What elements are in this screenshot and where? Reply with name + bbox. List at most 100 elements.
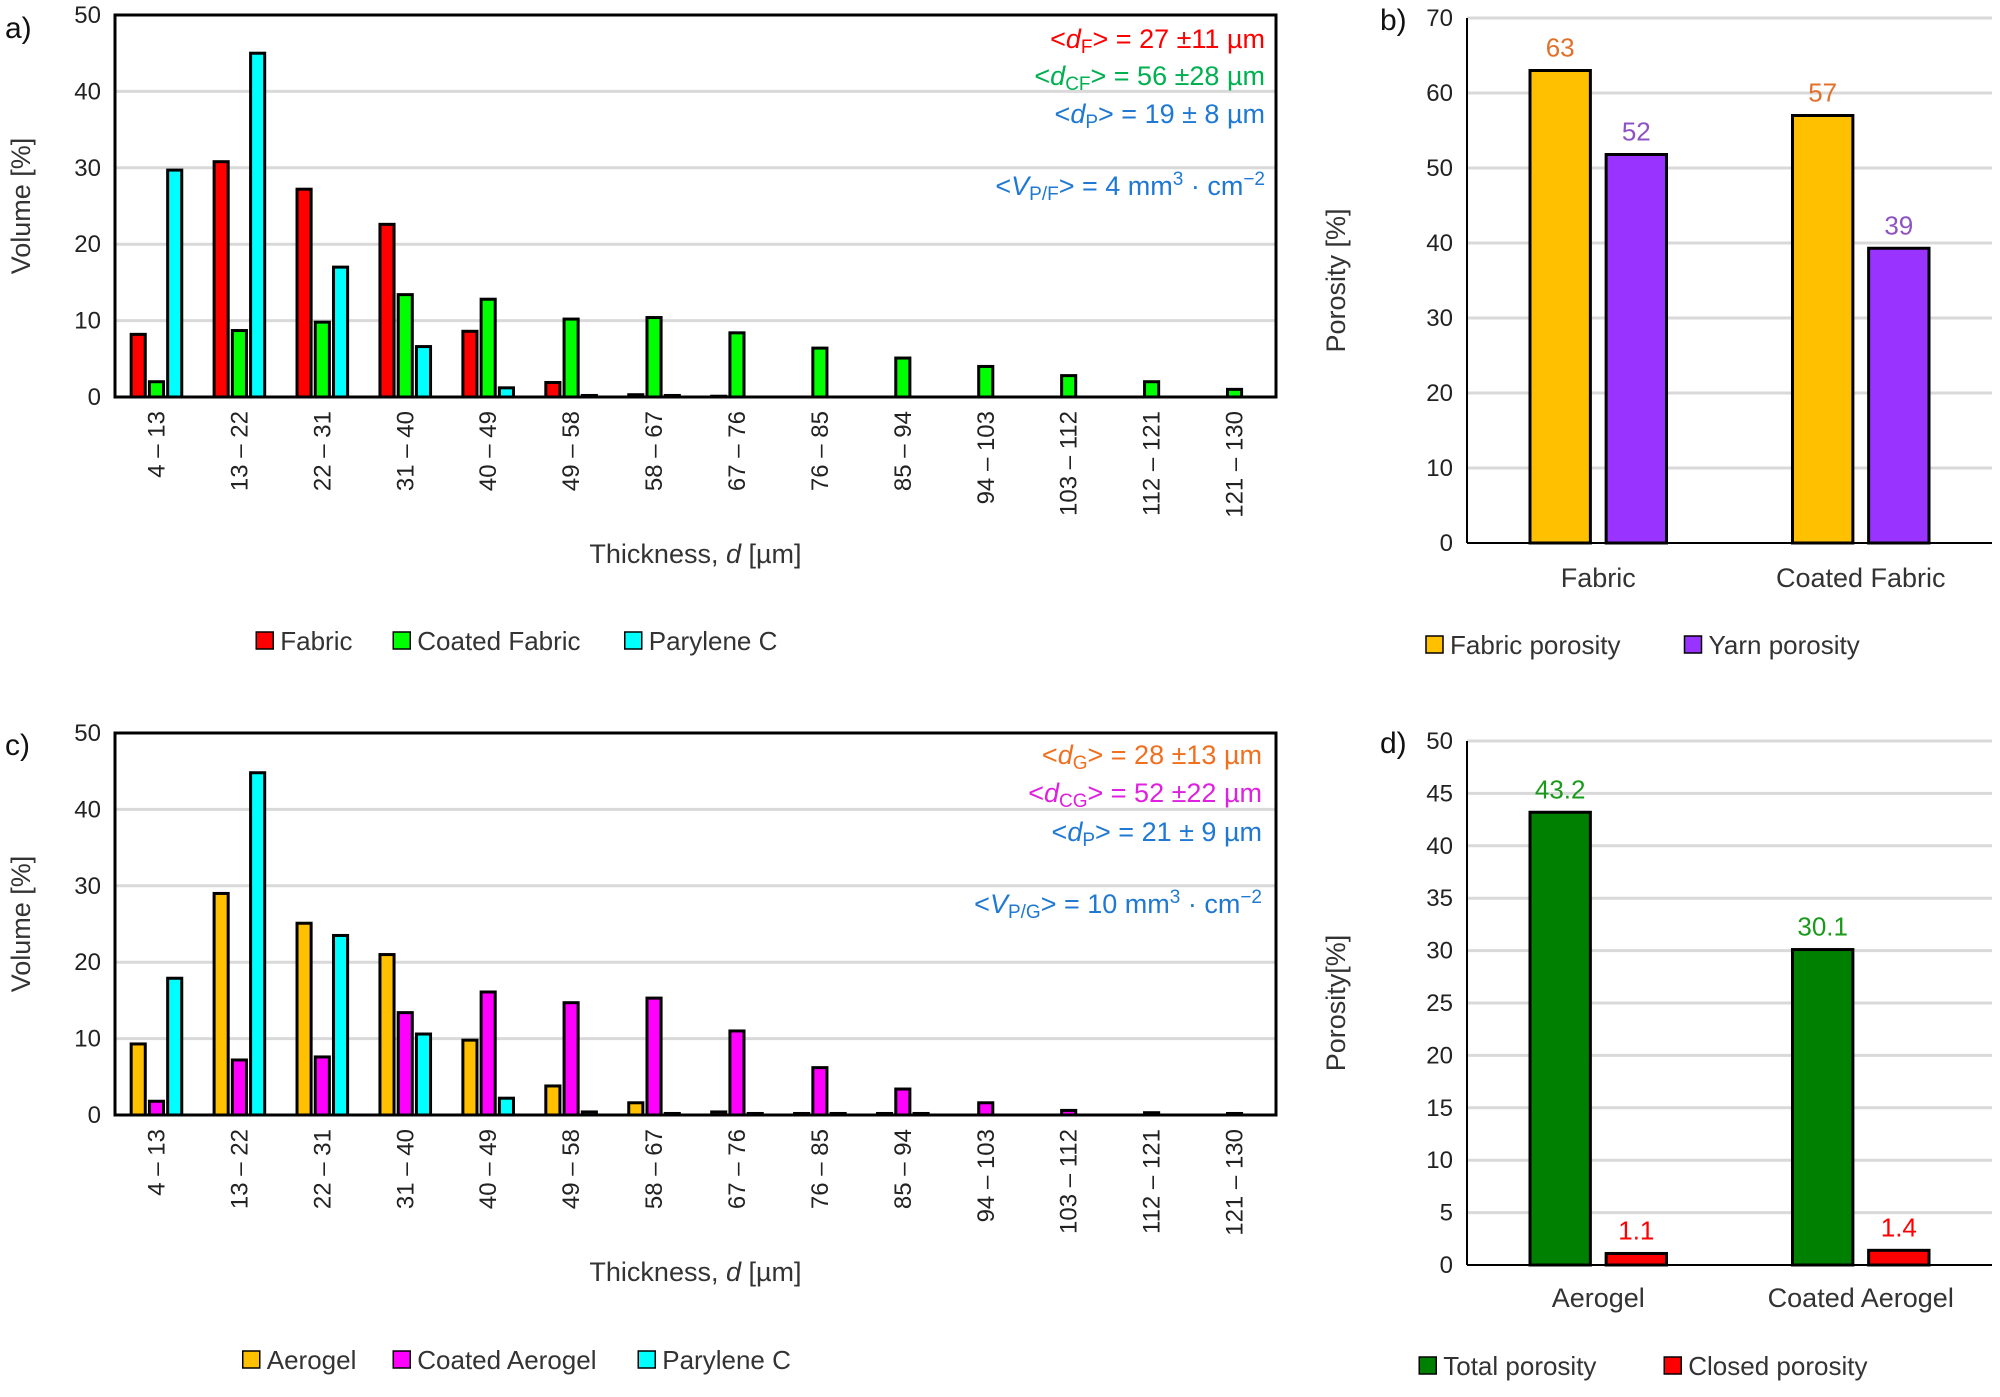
y-tick-label: 30 xyxy=(1426,938,1453,965)
panel-label: c) xyxy=(5,729,30,762)
bar-aerogel xyxy=(129,1042,147,1117)
legend-swatch xyxy=(392,1350,411,1369)
y-tick-label: 0 xyxy=(1440,530,1453,557)
text-part: > = 21 ± 9 µm xyxy=(1095,817,1262,847)
text-part: Thickness, xyxy=(589,1257,726,1287)
panel-label: d) xyxy=(1380,727,1407,760)
x-tick-label: 22 – 31 xyxy=(309,411,336,491)
text-part: · cm xyxy=(1183,171,1243,201)
legend-label: Aerogel xyxy=(267,1345,357,1375)
x-tick-label: 112 – 121 xyxy=(1139,1129,1166,1234)
x-tick-label: 40 – 49 xyxy=(475,411,502,491)
text-part: d xyxy=(1058,740,1074,770)
legend-swatch xyxy=(637,1350,656,1369)
x-category-label: Aerogel xyxy=(1552,1283,1645,1313)
text-part: d xyxy=(1044,778,1060,808)
bar-aerogel xyxy=(295,921,313,1117)
legend-swatch xyxy=(1663,1356,1682,1375)
y-axis-label: Porosity[%] xyxy=(1321,935,1351,1072)
bar-coated-fabric xyxy=(811,346,829,399)
bar-aerogel xyxy=(876,1111,894,1117)
text-part: < xyxy=(1042,740,1058,770)
y-tick-label: 30 xyxy=(74,155,101,182)
legend-swatch xyxy=(1418,1356,1437,1375)
text-part: P/F xyxy=(1029,184,1059,205)
x-tick-label: 58 – 67 xyxy=(641,411,668,491)
bar-aerogel xyxy=(212,891,230,1117)
x-category-label: Coated Aerogel xyxy=(1768,1283,1954,1313)
bar-fabric-porosity xyxy=(1791,114,1855,545)
y-tick-label: 45 xyxy=(1426,780,1453,807)
text-part: < xyxy=(995,171,1011,201)
bar-parylene-c xyxy=(332,265,350,399)
bar-coated-aerogel xyxy=(645,996,663,1117)
legend-label: Coated Fabric xyxy=(417,626,580,656)
bar-coated-aerogel xyxy=(396,1011,414,1117)
text-part: < xyxy=(1052,817,1068,847)
bar-coated-fabric xyxy=(313,320,331,399)
y-tick-label: 70 xyxy=(1426,5,1453,32)
text-part: CG xyxy=(1059,791,1088,812)
bar-coated-fabric xyxy=(977,364,995,399)
bar-coated-fabric xyxy=(396,293,414,399)
y-tick-label: 0 xyxy=(1440,1252,1453,1279)
bar-fabric xyxy=(295,187,313,399)
bar-total-porosity xyxy=(1528,810,1592,1267)
annotation: <dF> = 27 ±11 µm xyxy=(1050,24,1265,58)
legend: Fabric Coated Fabric Parylene C xyxy=(255,626,777,656)
x-tick-label: 4 – 13 xyxy=(143,411,170,478)
legend-label: Coated Aerogel xyxy=(417,1345,596,1375)
y-tick-label: 20 xyxy=(74,231,101,258)
x-tick-label: 40 – 49 xyxy=(475,1129,502,1209)
bar-coated-aerogel xyxy=(1060,1108,1078,1117)
bar-parylene-c xyxy=(580,393,598,399)
annotation: <dG> = 28 ±13 µm xyxy=(1042,740,1262,774)
text-part: > = 19 ± 8 µm xyxy=(1098,99,1265,129)
data-label: 1.1 xyxy=(1618,1215,1654,1245)
text-part: > = 28 ±13 µm xyxy=(1088,740,1262,770)
legend-swatch xyxy=(392,631,411,650)
text-part: −2 xyxy=(1240,887,1262,908)
data-label: 30.1 xyxy=(1797,912,1848,942)
bar-yarn-porosity xyxy=(1867,246,1931,545)
bar-fabric xyxy=(129,332,147,399)
bar-total-porosity xyxy=(1791,948,1855,1267)
text-part: < xyxy=(1055,99,1071,129)
bar-fabric-porosity xyxy=(1528,69,1592,545)
text-part: P xyxy=(1082,830,1095,851)
bar-fabric xyxy=(378,222,396,399)
legend-label: Parylene C xyxy=(662,1345,791,1375)
y-tick-label: 10 xyxy=(1426,1147,1453,1174)
text-part: Thickness, xyxy=(589,539,726,569)
data-label: 57 xyxy=(1808,78,1837,108)
y-tick-label: 60 xyxy=(1426,80,1453,107)
annotation: <dP> = 21 ± 9 µm xyxy=(1052,817,1262,851)
y-tick-label: 10 xyxy=(1426,455,1453,482)
legend-swatch xyxy=(1425,635,1444,654)
x-tick-label: 85 – 94 xyxy=(890,411,917,491)
bar-coated-fabric xyxy=(1143,380,1161,399)
bar-parylene-c xyxy=(414,1032,433,1117)
text-part: d xyxy=(1050,61,1066,91)
plot-frame xyxy=(113,731,1278,1117)
y-tick-label: 10 xyxy=(74,308,101,335)
bar-parylene-c xyxy=(663,393,681,399)
bar-aerogel xyxy=(627,1101,645,1117)
annotation: <VP/F> = 4 mm3 · cm−2 xyxy=(995,169,1265,205)
legend-label: Fabric porosity xyxy=(1450,630,1621,660)
y-tick-label: 20 xyxy=(74,949,101,976)
bar-fabric xyxy=(544,380,562,399)
legend-swatch xyxy=(1683,635,1703,654)
text-part: > = 10 mm xyxy=(1041,889,1170,919)
bar-coated-fabric xyxy=(147,380,166,399)
bar-parylene-c xyxy=(249,51,267,399)
bar-coated-aerogel xyxy=(562,1001,580,1117)
bar-aerogel xyxy=(378,953,396,1117)
text-part: P/G xyxy=(1008,902,1041,923)
legend: Total porosity Closed porosity xyxy=(1418,1351,1867,1381)
bar-coated-aerogel xyxy=(1225,1111,1244,1117)
bar-coated-fabric xyxy=(894,356,912,399)
data-label: 43.2 xyxy=(1535,774,1586,804)
bar-coated-aerogel xyxy=(147,1099,166,1117)
